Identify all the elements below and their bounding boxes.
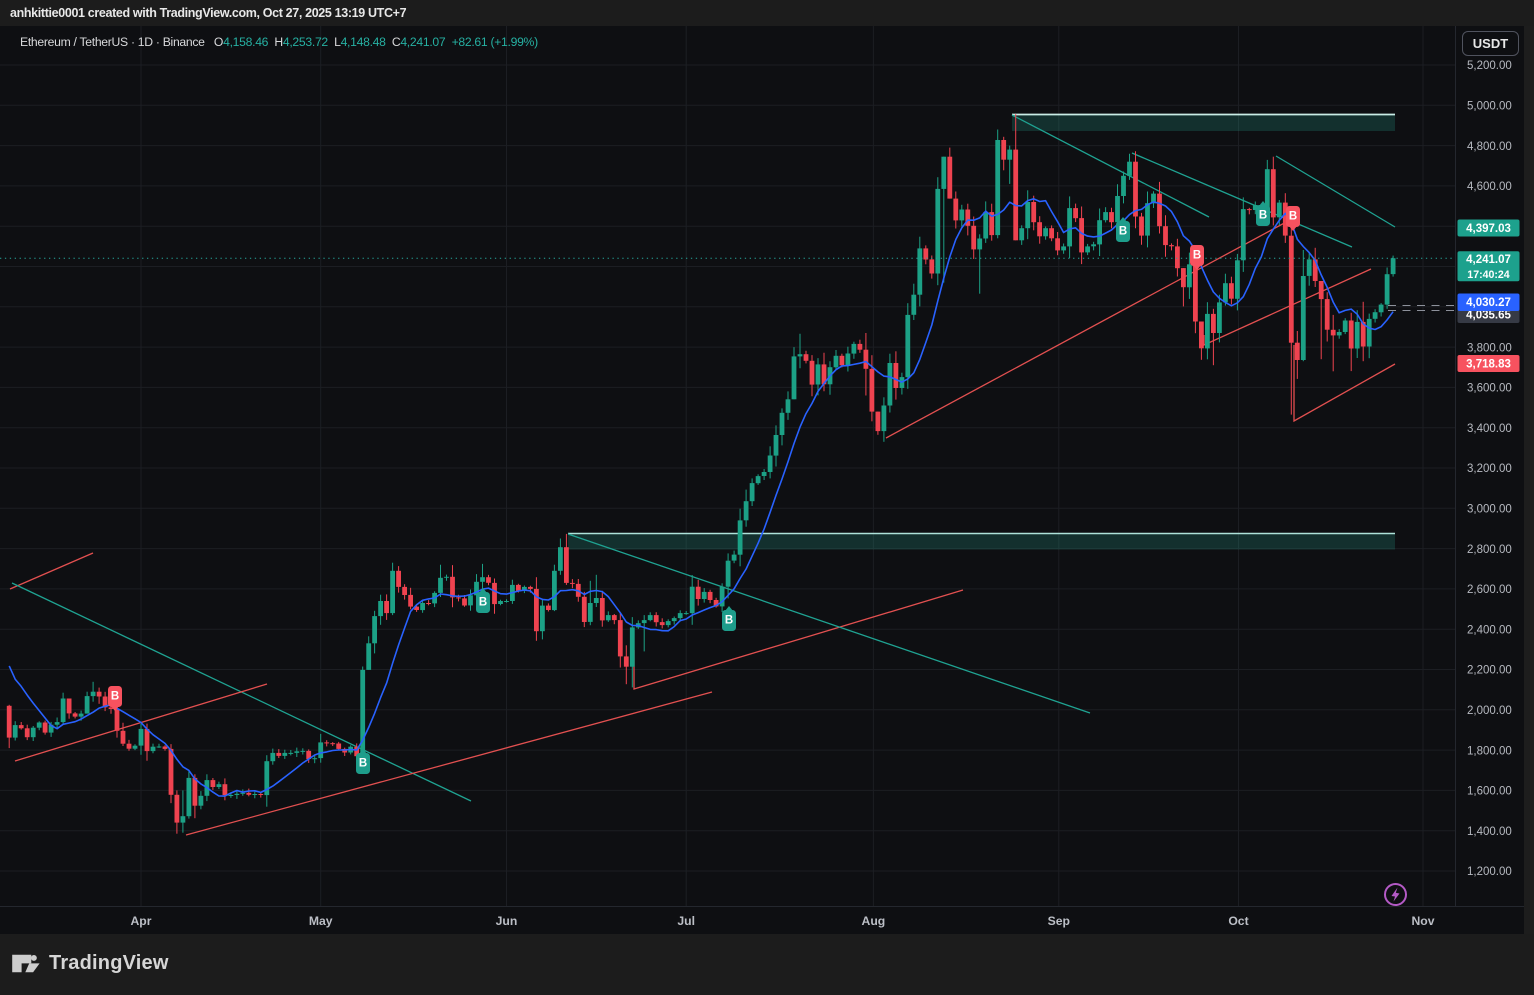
svg-text:5,000.00: 5,000.00 xyxy=(1467,101,1512,113)
svg-text:1,400.00: 1,400.00 xyxy=(1467,826,1512,838)
svg-text:B: B xyxy=(1259,210,1267,222)
svg-text:May: May xyxy=(309,914,333,928)
svg-text:B: B xyxy=(111,691,119,703)
svg-text:Nov: Nov xyxy=(1411,914,1434,928)
svg-text:Aug: Aug xyxy=(862,914,886,928)
svg-text:B: B xyxy=(1119,226,1127,238)
svg-text:5,200.00: 5,200.00 xyxy=(1467,60,1512,72)
svg-text:B: B xyxy=(359,758,367,770)
svg-text:2,600.00: 2,600.00 xyxy=(1467,584,1512,596)
svg-text:4,241.07: 4,241.07 xyxy=(1466,254,1511,266)
svg-text:Jun: Jun xyxy=(496,914,518,928)
svg-text:B: B xyxy=(479,597,487,609)
svg-text:17:40:24: 17:40:24 xyxy=(1467,269,1510,281)
svg-text:3,600.00: 3,600.00 xyxy=(1467,383,1512,395)
svg-text:4,030.27: 4,030.27 xyxy=(1466,297,1511,309)
svg-text:3,718.83: 3,718.83 xyxy=(1466,359,1511,371)
svg-text:Jul: Jul xyxy=(677,914,695,928)
svg-text:2,000.00: 2,000.00 xyxy=(1467,705,1512,717)
svg-text:4,397.03: 4,397.03 xyxy=(1466,223,1511,235)
svg-text:2,400.00: 2,400.00 xyxy=(1467,624,1512,636)
svg-text:Oct: Oct xyxy=(1228,914,1248,928)
svg-text:Sep: Sep xyxy=(1048,914,1070,928)
svg-text:Apr: Apr xyxy=(131,914,152,928)
svg-text:2,200.00: 2,200.00 xyxy=(1467,665,1512,677)
svg-text:4,600.00: 4,600.00 xyxy=(1467,181,1512,193)
svg-text:2,800.00: 2,800.00 xyxy=(1467,544,1512,556)
svg-text:4,800.00: 4,800.00 xyxy=(1467,141,1512,153)
svg-text:3,800.00: 3,800.00 xyxy=(1467,342,1512,354)
svg-text:3,200.00: 3,200.00 xyxy=(1467,463,1512,475)
svg-text:3,400.00: 3,400.00 xyxy=(1467,423,1512,435)
svg-text:1,800.00: 1,800.00 xyxy=(1467,745,1512,757)
svg-text:1,200.00: 1,200.00 xyxy=(1467,866,1512,878)
svg-text:3,000.00: 3,000.00 xyxy=(1467,504,1512,516)
svg-text:4,035.65: 4,035.65 xyxy=(1466,310,1511,322)
svg-text:B: B xyxy=(1289,211,1297,223)
svg-text:B: B xyxy=(725,615,733,627)
svg-text:B: B xyxy=(1193,250,1201,262)
svg-text:1,600.00: 1,600.00 xyxy=(1467,786,1512,798)
